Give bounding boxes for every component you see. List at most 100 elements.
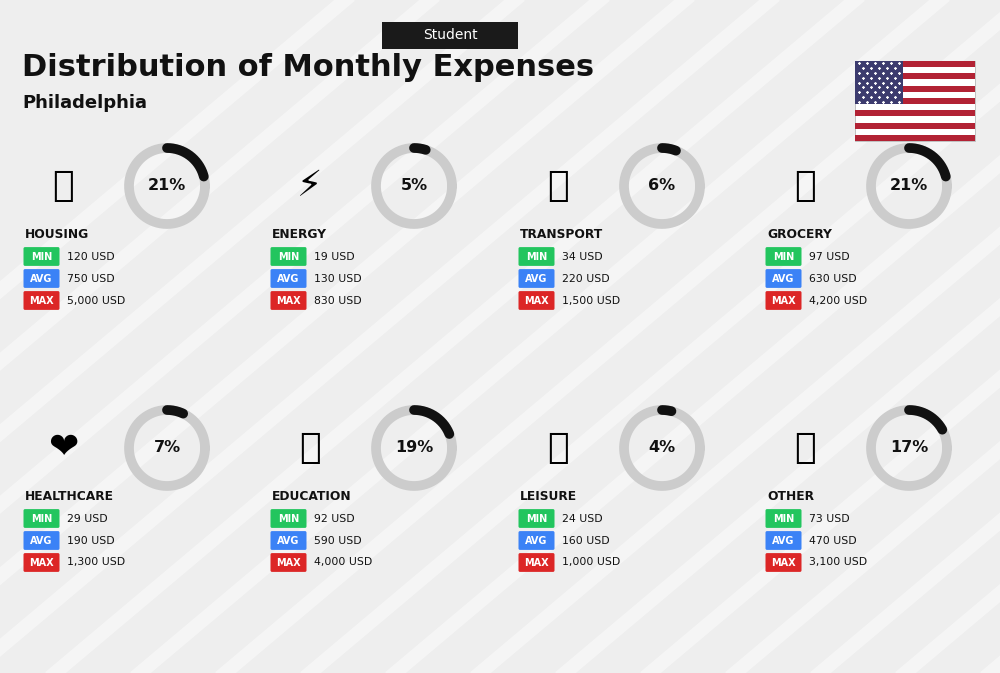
Text: MIN: MIN	[526, 252, 547, 262]
Text: ❤: ❤	[48, 431, 78, 465]
Text: MAX: MAX	[771, 557, 796, 567]
Text: 4,200 USD: 4,200 USD	[809, 295, 867, 306]
Text: 24 USD: 24 USD	[562, 513, 603, 524]
FancyBboxPatch shape	[855, 61, 975, 67]
Text: MAX: MAX	[276, 295, 301, 306]
Text: 92 USD: 92 USD	[314, 513, 355, 524]
Text: MAX: MAX	[524, 557, 549, 567]
FancyBboxPatch shape	[855, 122, 975, 129]
Text: 🛒: 🛒	[794, 169, 816, 203]
Text: 470 USD: 470 USD	[809, 536, 857, 546]
Text: 🚌: 🚌	[547, 169, 569, 203]
FancyBboxPatch shape	[766, 553, 802, 572]
Text: MIN: MIN	[278, 513, 299, 524]
Text: MIN: MIN	[773, 252, 794, 262]
Text: 21%: 21%	[890, 178, 928, 194]
FancyBboxPatch shape	[270, 247, 306, 266]
FancyBboxPatch shape	[766, 509, 802, 528]
FancyBboxPatch shape	[766, 247, 802, 266]
Text: 29 USD: 29 USD	[67, 513, 108, 524]
Text: MIN: MIN	[526, 513, 547, 524]
Text: 97 USD: 97 USD	[809, 252, 850, 262]
Text: 🛍: 🛍	[547, 431, 569, 465]
Text: Distribution of Monthly Expenses: Distribution of Monthly Expenses	[22, 53, 594, 83]
FancyBboxPatch shape	[518, 531, 554, 550]
Text: AVG: AVG	[772, 536, 795, 546]
FancyBboxPatch shape	[23, 553, 59, 572]
FancyBboxPatch shape	[270, 553, 306, 572]
Text: 630 USD: 630 USD	[809, 273, 857, 283]
Text: GROCERY: GROCERY	[767, 227, 832, 240]
Text: 1,300 USD: 1,300 USD	[67, 557, 125, 567]
FancyBboxPatch shape	[23, 531, 59, 550]
FancyBboxPatch shape	[270, 291, 306, 310]
FancyBboxPatch shape	[766, 531, 802, 550]
Text: 4%: 4%	[648, 441, 676, 456]
Text: 130 USD: 130 USD	[314, 273, 362, 283]
Text: ENERGY: ENERGY	[272, 227, 327, 240]
Text: 7%: 7%	[153, 441, 181, 456]
Text: AVG: AVG	[30, 536, 53, 546]
Text: Philadelphia: Philadelphia	[22, 94, 147, 112]
Text: AVG: AVG	[277, 273, 300, 283]
Text: 750 USD: 750 USD	[67, 273, 115, 283]
Text: MAX: MAX	[524, 295, 549, 306]
Text: 590 USD: 590 USD	[314, 536, 362, 546]
FancyBboxPatch shape	[855, 110, 975, 116]
Text: TRANSPORT: TRANSPORT	[520, 227, 603, 240]
FancyBboxPatch shape	[855, 73, 975, 79]
Text: 1,000 USD: 1,000 USD	[562, 557, 620, 567]
FancyBboxPatch shape	[23, 247, 59, 266]
Text: HOUSING: HOUSING	[25, 227, 89, 240]
Text: 160 USD: 160 USD	[562, 536, 610, 546]
Text: 5%: 5%	[400, 178, 428, 194]
Text: 3,100 USD: 3,100 USD	[809, 557, 867, 567]
Text: 🎓: 🎓	[299, 431, 321, 465]
FancyBboxPatch shape	[518, 269, 554, 288]
Text: 5,000 USD: 5,000 USD	[67, 295, 125, 306]
Text: 120 USD: 120 USD	[67, 252, 115, 262]
Text: AVG: AVG	[772, 273, 795, 283]
FancyBboxPatch shape	[23, 291, 59, 310]
Text: AVG: AVG	[525, 536, 548, 546]
Text: Student: Student	[423, 28, 477, 42]
FancyBboxPatch shape	[270, 531, 306, 550]
Text: 💰: 💰	[794, 431, 816, 465]
FancyBboxPatch shape	[382, 22, 518, 48]
FancyBboxPatch shape	[855, 61, 903, 104]
Text: EDUCATION: EDUCATION	[272, 489, 352, 503]
Text: 73 USD: 73 USD	[809, 513, 850, 524]
FancyBboxPatch shape	[766, 291, 802, 310]
FancyBboxPatch shape	[518, 509, 554, 528]
Text: MAX: MAX	[29, 295, 54, 306]
Text: MIN: MIN	[31, 252, 52, 262]
FancyBboxPatch shape	[270, 509, 306, 528]
FancyBboxPatch shape	[518, 291, 554, 310]
Text: 1,500 USD: 1,500 USD	[562, 295, 620, 306]
FancyBboxPatch shape	[855, 61, 975, 141]
Text: 34 USD: 34 USD	[562, 252, 603, 262]
Text: OTHER: OTHER	[767, 489, 814, 503]
FancyBboxPatch shape	[766, 269, 802, 288]
Text: MAX: MAX	[771, 295, 796, 306]
Text: 6%: 6%	[648, 178, 676, 194]
FancyBboxPatch shape	[270, 269, 306, 288]
Text: AVG: AVG	[30, 273, 53, 283]
Text: 19 USD: 19 USD	[314, 252, 355, 262]
Text: 21%: 21%	[148, 178, 186, 194]
Text: AVG: AVG	[525, 273, 548, 283]
FancyBboxPatch shape	[23, 269, 59, 288]
FancyBboxPatch shape	[855, 98, 975, 104]
Text: 190 USD: 190 USD	[67, 536, 115, 546]
Text: 🏢: 🏢	[52, 169, 74, 203]
Text: 17%: 17%	[890, 441, 928, 456]
FancyBboxPatch shape	[855, 135, 975, 141]
Text: MAX: MAX	[29, 557, 54, 567]
Text: 830 USD: 830 USD	[314, 295, 362, 306]
Text: MIN: MIN	[278, 252, 299, 262]
Text: 220 USD: 220 USD	[562, 273, 610, 283]
Text: 4,000 USD: 4,000 USD	[314, 557, 372, 567]
FancyBboxPatch shape	[518, 553, 554, 572]
FancyBboxPatch shape	[23, 509, 59, 528]
Text: LEISURE: LEISURE	[520, 489, 577, 503]
